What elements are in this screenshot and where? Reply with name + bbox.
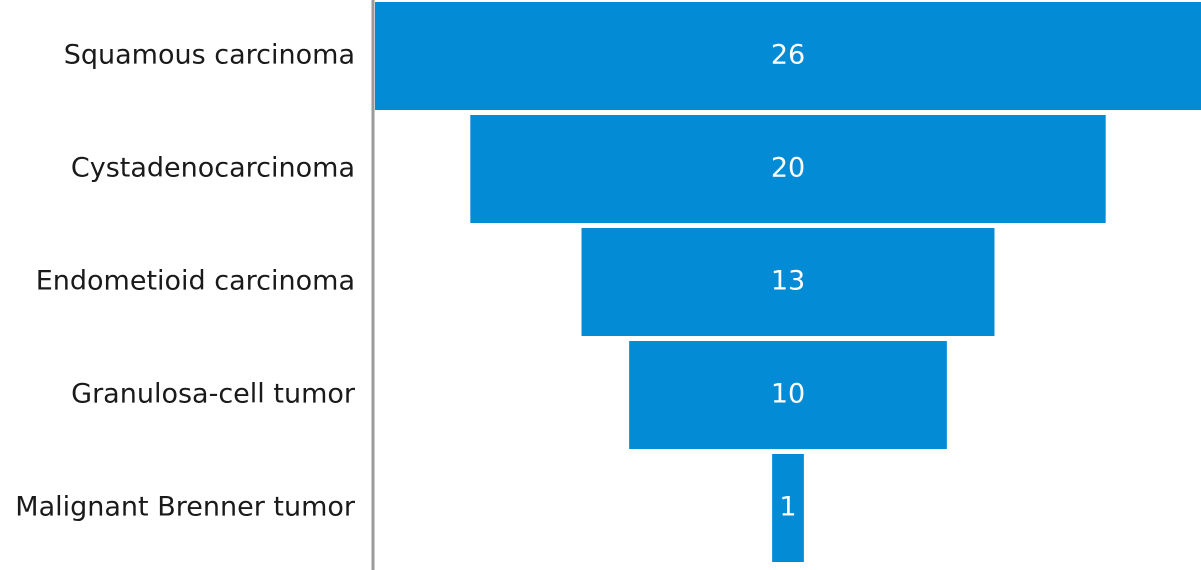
value-label: 20 bbox=[771, 153, 805, 184]
funnel-bar bbox=[772, 454, 804, 562]
category-label: Granulosa-cell tumor bbox=[71, 379, 356, 410]
category-label: Cystadenocarcinoma bbox=[71, 153, 355, 184]
value-label: 1 bbox=[779, 492, 796, 523]
category-label: Endometioid carcinoma bbox=[36, 266, 355, 297]
funnel-bar bbox=[581, 228, 995, 336]
funnel-bar bbox=[470, 115, 1106, 223]
funnel-bar bbox=[375, 2, 1201, 110]
funnel-bar bbox=[629, 341, 947, 449]
category-label: Squamous carcinoma bbox=[64, 40, 355, 71]
value-label: 13 bbox=[771, 266, 805, 297]
value-label: 26 bbox=[771, 40, 805, 71]
value-label: 10 bbox=[771, 379, 805, 410]
category-label: Malignant Brenner tumor bbox=[15, 492, 356, 523]
